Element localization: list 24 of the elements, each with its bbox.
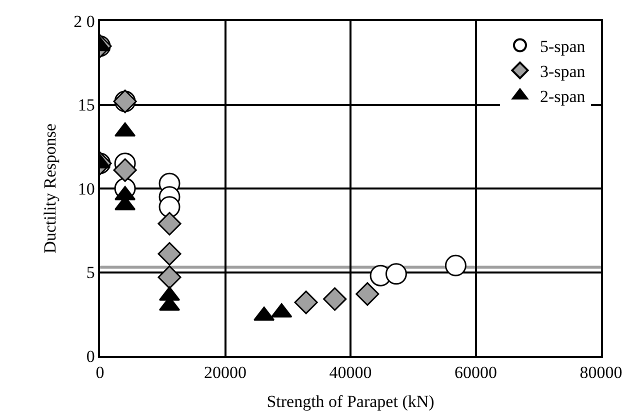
y-tick-label: 15: [78, 96, 95, 115]
point: [385, 263, 407, 285]
x-axis-title: Strength of Parapet (kN): [266, 392, 434, 411]
legend-label: 3-span: [540, 62, 586, 81]
y-tick-label: 10: [78, 179, 95, 198]
x-tick-label: 20000: [204, 363, 246, 382]
point: [158, 265, 182, 290]
y-tick-label: 2 0: [74, 12, 95, 31]
x-tick-label: 80000: [580, 363, 622, 382]
point: [294, 290, 318, 314]
point: [158, 242, 182, 266]
point: [323, 287, 347, 311]
point: [158, 212, 182, 236]
legend-label: 2-span: [540, 87, 586, 106]
y-tick-label: 5: [86, 263, 95, 282]
legend-label: 5-span: [540, 36, 586, 56]
point: [444, 254, 466, 276]
x-tick-label: 40000: [329, 363, 372, 382]
point: [356, 282, 380, 306]
point: [113, 158, 137, 182]
y-tick-label: 0: [86, 346, 95, 366]
x-tick-label: 60000: [454, 363, 497, 382]
point: [158, 196, 180, 218]
y-axis-title: Ductility Response: [40, 124, 60, 254]
